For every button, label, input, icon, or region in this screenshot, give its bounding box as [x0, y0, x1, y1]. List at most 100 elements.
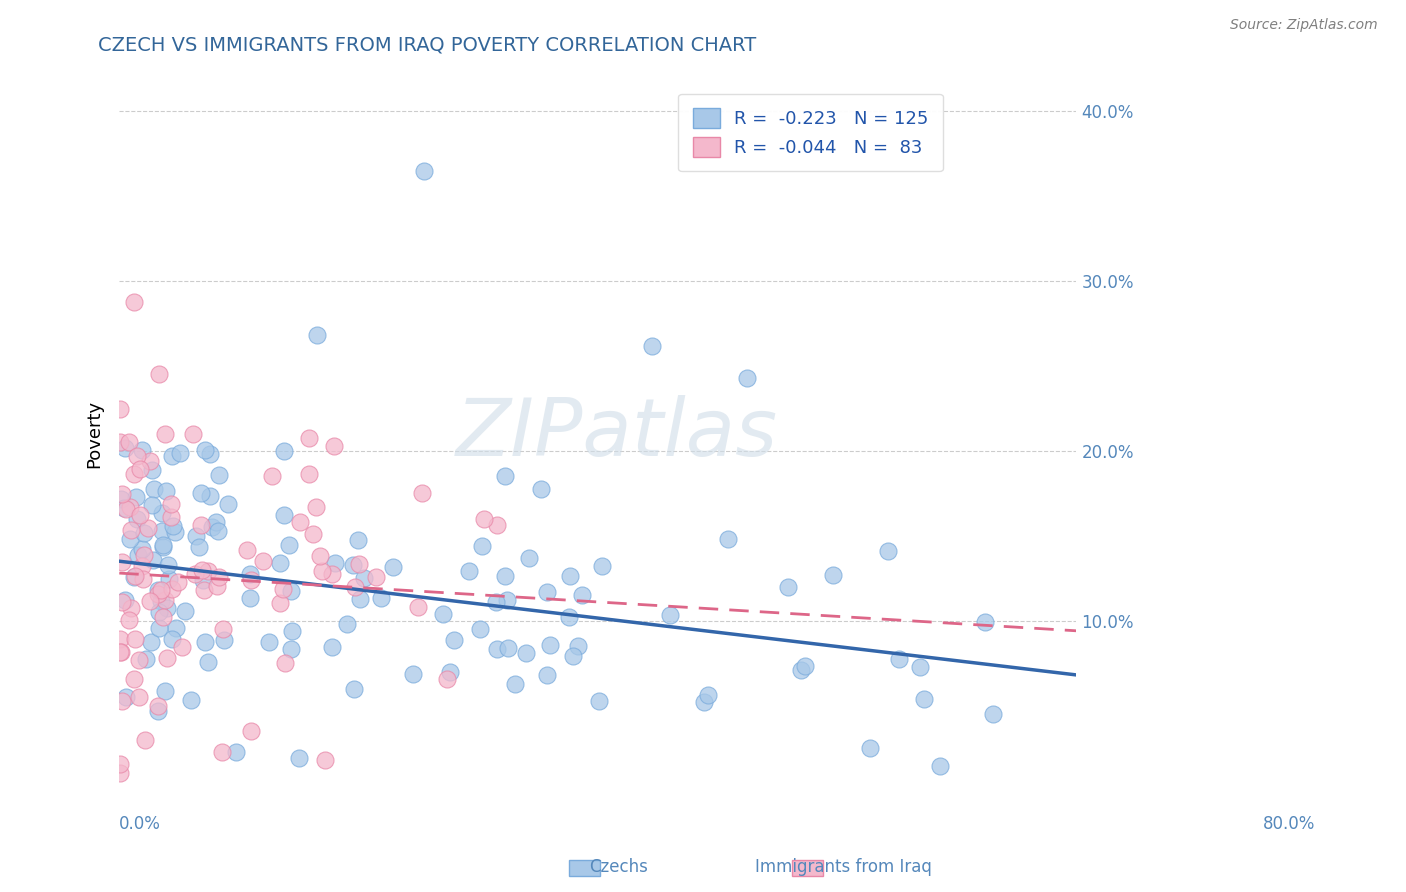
Point [148, 368, 170, 382]
Point [131, 542, 153, 557]
Point [536, 668, 558, 682]
Point [314, 753, 336, 767]
Point [157, 572, 180, 586]
Point [115, 690, 138, 704]
Point [180, 693, 202, 707]
Point [211, 745, 233, 759]
Point [567, 639, 589, 653]
Point [560, 569, 582, 583]
Point [117, 434, 139, 449]
Point [496, 593, 519, 607]
Text: 0.0%: 0.0% [120, 815, 162, 833]
Point [382, 559, 405, 574]
Point [323, 556, 346, 570]
Point [697, 688, 720, 702]
Point [208, 570, 231, 584]
Point [162, 632, 184, 647]
Point [207, 524, 229, 538]
Point [156, 601, 179, 615]
Point [193, 583, 215, 598]
Point [160, 497, 183, 511]
Point [309, 549, 332, 563]
Point [347, 558, 370, 572]
Point [118, 532, 141, 546]
Point [302, 526, 325, 541]
Point [262, 468, 284, 483]
Point [136, 521, 159, 535]
Point [336, 617, 359, 632]
Point [571, 588, 593, 602]
Point [149, 594, 172, 608]
Point [200, 447, 222, 461]
Text: Immigrants from Iraq: Immigrants from Iraq [755, 858, 932, 876]
Point [125, 490, 148, 504]
Point [191, 573, 214, 587]
Point [910, 659, 932, 673]
Point [146, 704, 169, 718]
Point [257, 635, 280, 649]
Point [111, 595, 134, 609]
Point [288, 516, 311, 530]
Point [110, 645, 132, 659]
Point [125, 512, 148, 526]
Point [183, 426, 205, 441]
Point [124, 632, 146, 647]
Point [128, 508, 150, 522]
Point [208, 468, 231, 483]
Point [120, 523, 142, 537]
Point [110, 757, 132, 772]
Point [110, 766, 132, 780]
Point [187, 540, 209, 554]
Point [165, 621, 187, 635]
Point [298, 467, 321, 481]
Point [134, 733, 156, 747]
Point [146, 582, 169, 597]
Point [110, 434, 132, 449]
Point [494, 468, 516, 483]
Point [156, 558, 179, 572]
Point [174, 604, 197, 618]
Point [558, 609, 581, 624]
Point [135, 652, 157, 666]
Point [118, 500, 141, 515]
Point [110, 402, 132, 417]
Point [974, 615, 997, 630]
Point [150, 506, 173, 520]
Point [172, 640, 194, 654]
Point [484, 595, 506, 609]
Y-axis label: Poverty: Poverty [86, 400, 103, 468]
Point [659, 608, 682, 623]
Point [110, 491, 132, 506]
Point [225, 746, 247, 760]
Point [280, 642, 302, 657]
Point [139, 635, 162, 649]
Point [120, 600, 142, 615]
Point [128, 690, 150, 704]
Point [776, 580, 799, 594]
Point [153, 592, 176, 607]
Point [114, 592, 136, 607]
Point [111, 487, 134, 501]
Point [152, 538, 174, 552]
Point [794, 659, 817, 673]
Point [494, 569, 516, 583]
Point [406, 600, 429, 615]
Point [197, 564, 219, 578]
Point [190, 518, 212, 533]
Point [190, 486, 212, 500]
Point [128, 653, 150, 667]
Point [716, 532, 738, 546]
Point [298, 431, 321, 445]
Point [530, 482, 553, 496]
Point [146, 587, 169, 601]
Point [538, 638, 561, 652]
Point [141, 463, 163, 477]
Point [343, 681, 366, 696]
Point [343, 580, 366, 594]
Point [148, 621, 170, 635]
Point [239, 591, 262, 605]
Point [517, 551, 540, 566]
Point [591, 559, 613, 574]
Point [269, 556, 291, 570]
Point [311, 564, 333, 578]
